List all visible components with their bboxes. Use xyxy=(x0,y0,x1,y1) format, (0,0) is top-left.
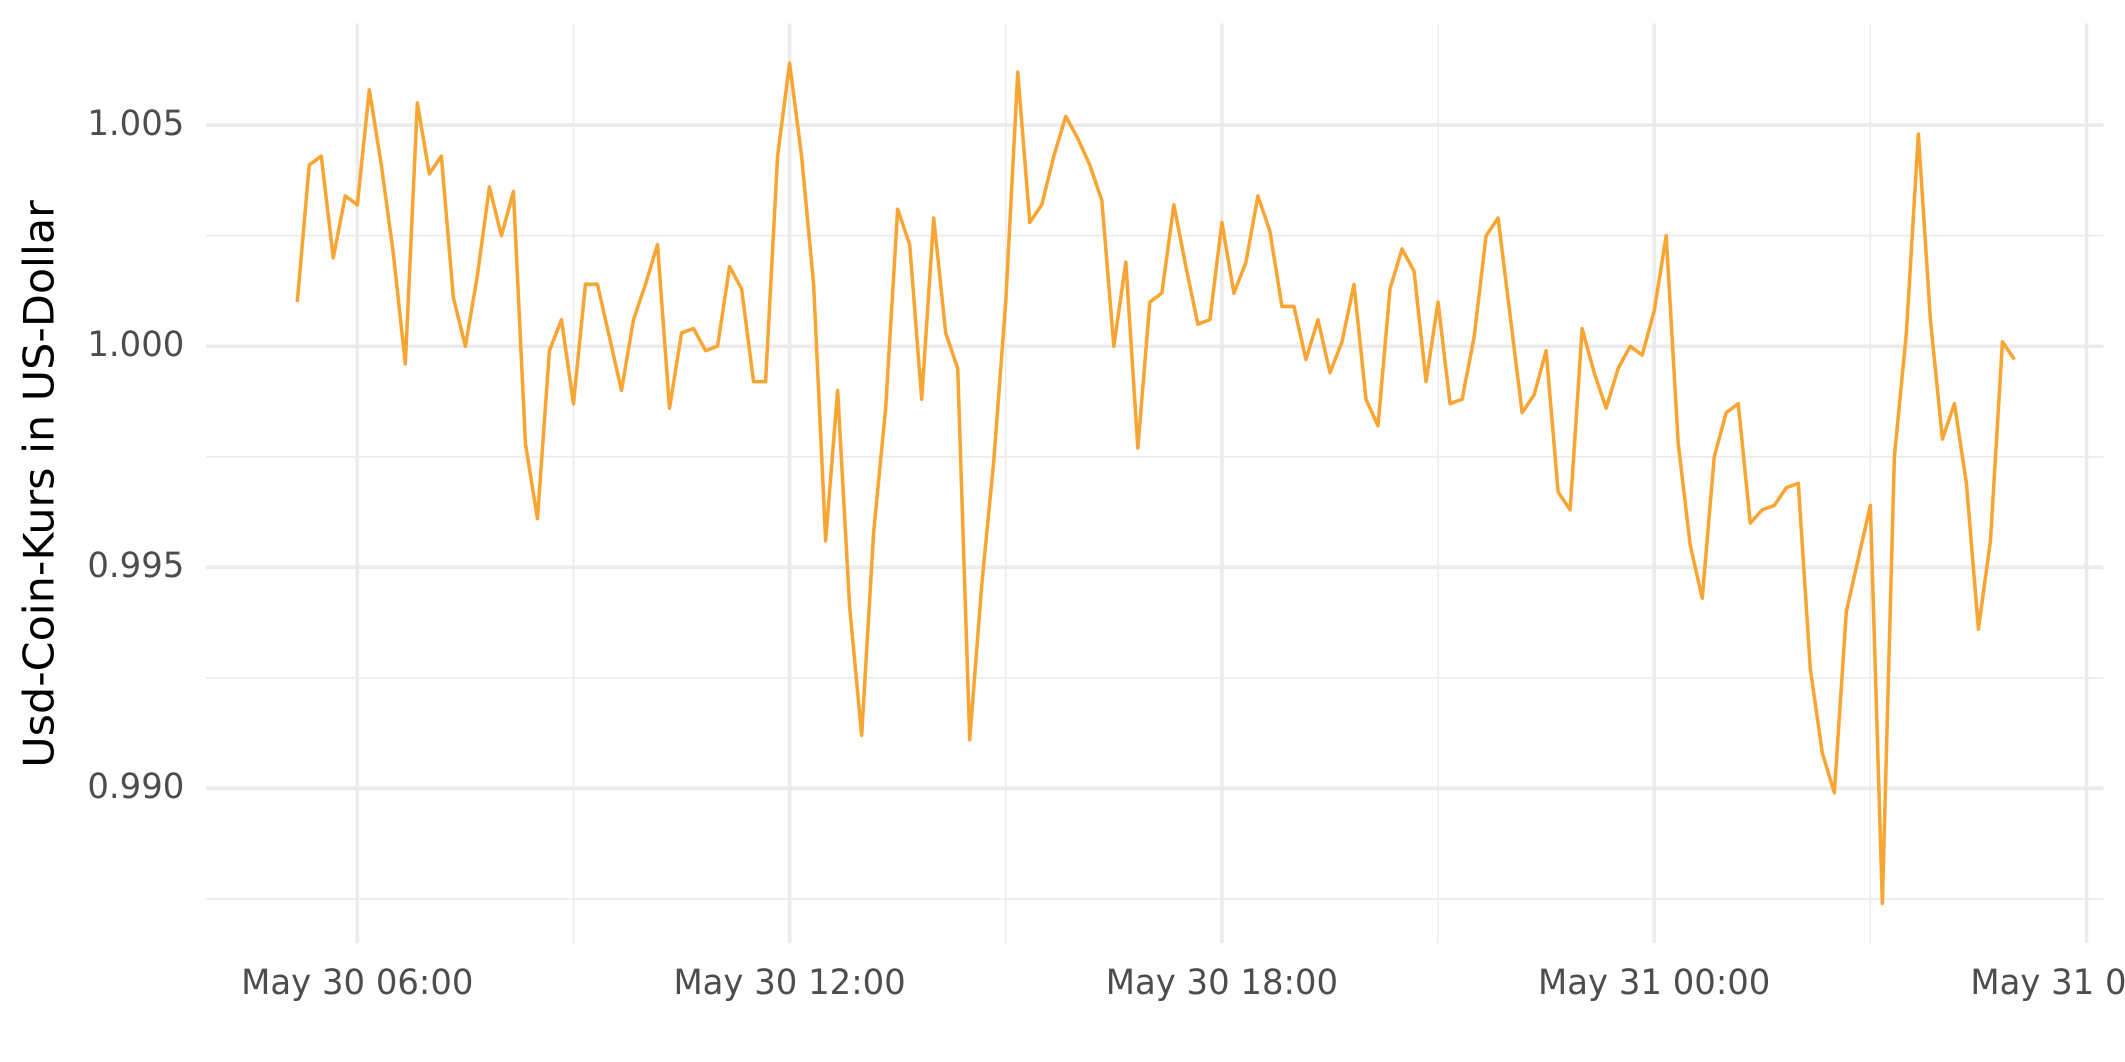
data-line xyxy=(295,61,2016,906)
y-axis-title: Usd-Coin-Kurs in US-Dollar xyxy=(16,200,65,768)
x-tick-label: May 31 06:00 xyxy=(1970,963,2125,1003)
y-tick-label: 1.000 xyxy=(87,325,184,365)
x-tick-label: May 31 00:00 xyxy=(1538,963,1770,1003)
x-tick-label: May 30 06:00 xyxy=(241,963,473,1003)
x-tick-label: May 30 18:00 xyxy=(1106,963,1338,1003)
y-tick-label: 1.005 xyxy=(87,103,184,143)
x-tick-label: May 30 12:00 xyxy=(673,963,905,1003)
y-tick-label: 0.995 xyxy=(87,546,184,586)
y-tick-label: 0.990 xyxy=(87,767,184,807)
